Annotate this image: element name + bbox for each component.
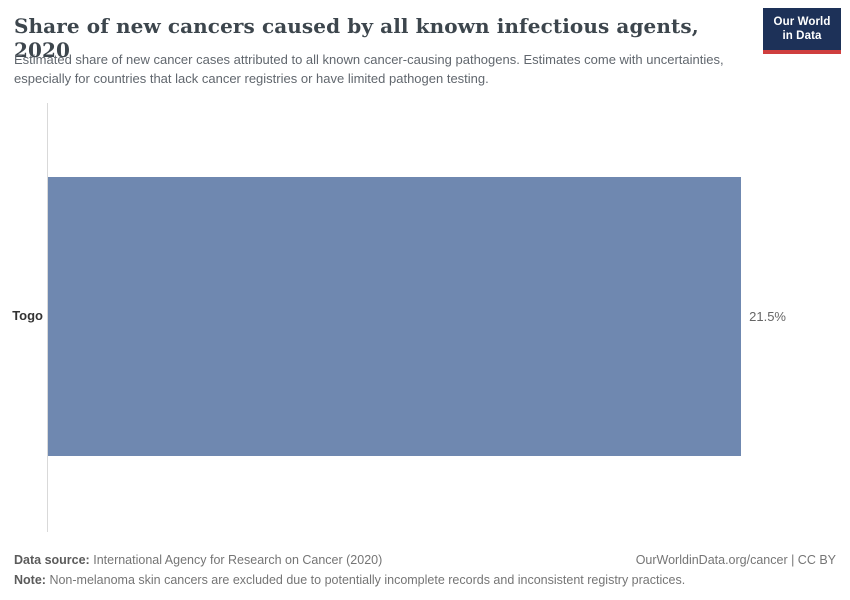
page-title: Share of new cancers caused by all known… [14,14,699,62]
bar-row: 21.5% [48,177,786,456]
category-label-togo[interactable]: Togo [12,308,43,323]
bar-value-label: 21.5% [749,309,786,324]
owid-logo-line1: Our World [773,16,831,28]
y-axis-line [47,103,48,532]
bar-togo[interactable] [48,177,742,456]
owid-cc-link[interactable]: OurWorldinData.org/cancer | CC BY [635,553,836,567]
data-source-text: International Agency for Research on Can… [93,553,383,567]
note-label: Note: [14,573,46,587]
owid-logo[interactable]: Our World in Data [763,8,841,54]
note-text: Non-melanoma skin cancers are excluded d… [49,573,686,587]
plot-area: 21.5% [48,103,786,532]
chart-subtitle: Estimated share of new cancer cases attr… [14,52,724,86]
note-line: Note: Non-melanoma skin cancers are excl… [14,573,836,587]
chart-footer: Data source: International Agency for Re… [14,553,836,587]
data-source-label: Data source: [14,553,90,567]
data-source-line: Data source: International Agency for Re… [14,553,382,567]
owid-logo-line2: in Data [782,30,822,42]
